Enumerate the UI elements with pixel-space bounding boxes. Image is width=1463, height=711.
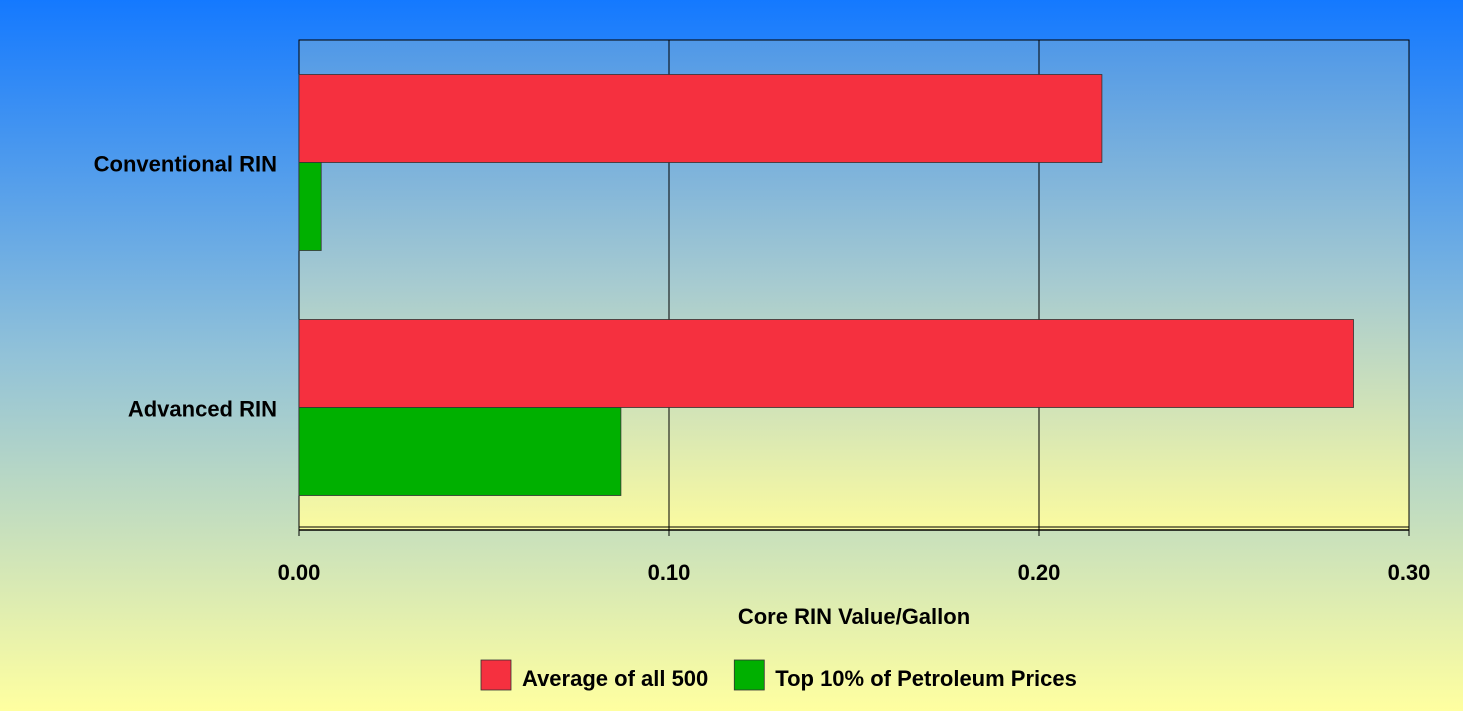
x-tick-label: 0.10 xyxy=(648,560,691,585)
bar xyxy=(298,407,622,496)
x-tick-label: 0.00 xyxy=(278,560,321,585)
y-tick-label: Conventional RIN xyxy=(94,151,277,176)
x-tick-label: 0.20 xyxy=(1018,560,1061,585)
legend-swatch xyxy=(733,659,765,691)
legend-label: Average of all 500 xyxy=(522,666,708,691)
bar xyxy=(298,162,322,251)
legend-swatch xyxy=(480,659,512,691)
x-tick-label: 0.30 xyxy=(1388,560,1431,585)
bar xyxy=(298,74,1103,163)
legend-label: Top 10% of Petroleum Prices xyxy=(775,666,1077,691)
y-tick-label: Advanced RIN xyxy=(128,396,277,421)
bar xyxy=(298,319,1354,408)
x-axis-title: Core RIN Value/Gallon xyxy=(738,604,970,629)
